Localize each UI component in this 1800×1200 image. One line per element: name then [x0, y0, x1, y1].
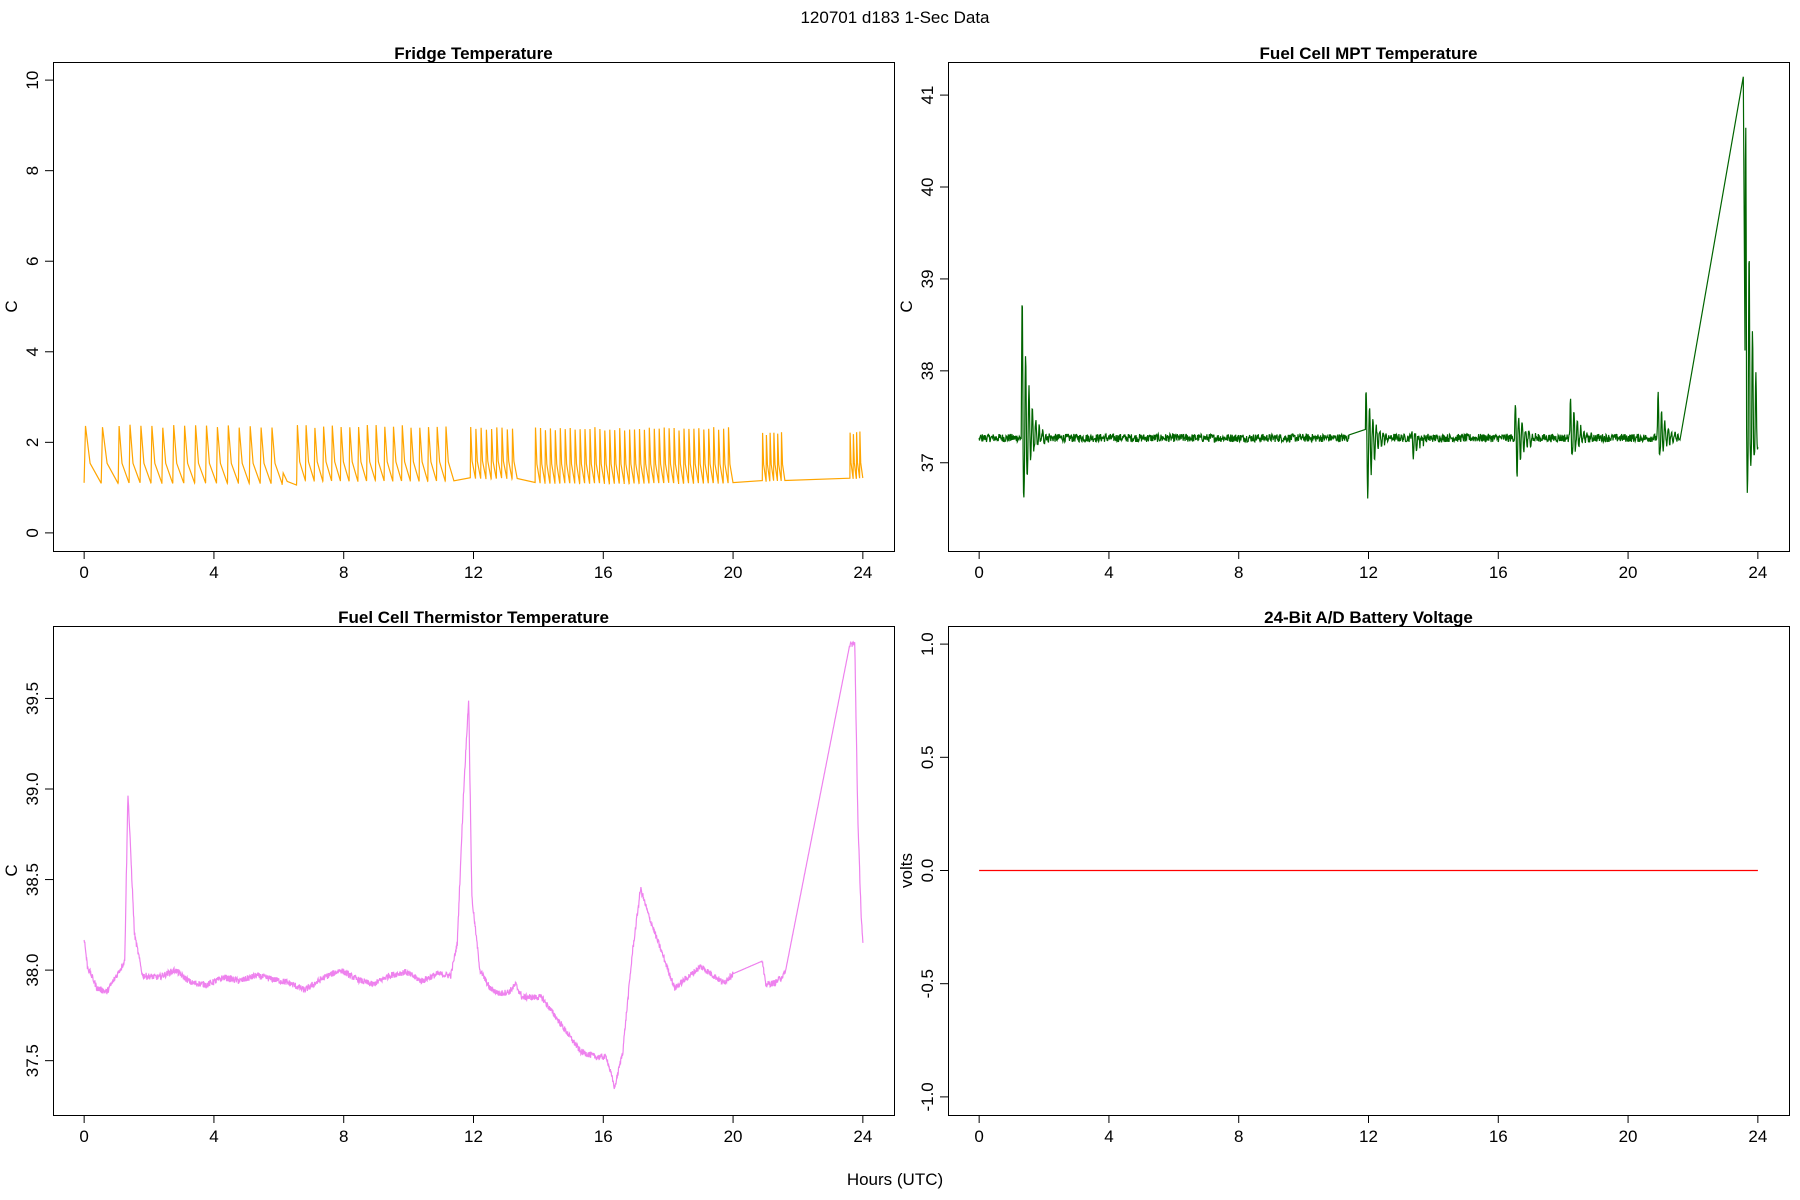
- y-tick-label: 2: [23, 438, 42, 447]
- y-tick-label: 41: [918, 86, 937, 105]
- plot-frame: [53, 62, 895, 552]
- x-tick-label: 0: [974, 1127, 983, 1146]
- x-tick-label: 8: [339, 1127, 348, 1146]
- y-tick-label: -1.0: [918, 1082, 937, 1111]
- plot-title: Fuel Cell MPT Temperature: [1260, 44, 1478, 63]
- plot-title: 24-Bit A/D Battery Voltage: [1264, 608, 1473, 627]
- x-tick-label: 12: [1359, 563, 1378, 582]
- x-tick-label: 16: [1489, 1127, 1508, 1146]
- plot-frame: [53, 626, 895, 1116]
- y-tick-label: 0.5: [918, 745, 937, 769]
- y-tick-label: 8: [23, 166, 42, 175]
- x-tick-label: 0: [79, 563, 88, 582]
- y-tick-label: 10: [23, 71, 42, 90]
- y-tick-label: 38.0: [23, 954, 42, 987]
- x-tick-label: 12: [1359, 1127, 1378, 1146]
- x-tick-label: 24: [853, 563, 872, 582]
- x-tick-label: 20: [724, 563, 743, 582]
- x-tick-label: 0: [79, 1127, 88, 1146]
- x-tick-label: 20: [1619, 563, 1638, 582]
- y-tick-label: 0.0: [918, 859, 937, 883]
- x-tick-label: 16: [594, 563, 613, 582]
- y-tick-label: 0: [23, 528, 42, 537]
- y-tick-label: 40: [918, 178, 937, 197]
- y-tick-label: 39: [918, 269, 937, 288]
- y-axis-label: volts: [897, 853, 916, 888]
- shared-x-axis-label: Hours (UTC): [847, 1170, 943, 1189]
- y-tick-label: 37.5: [23, 1044, 42, 1077]
- x-tick-label: 8: [1234, 563, 1243, 582]
- plot-fuel-cell-mpt: Fuel Cell MPT Temperature C 0 4 8 12 16 20 24 37 3…: [897, 44, 1790, 582]
- series-line: [83, 424, 864, 486]
- series-line: [83, 640, 864, 1090]
- x-tick-label: 4: [1104, 563, 1113, 582]
- x-tick-label: 24: [853, 1127, 872, 1146]
- y-tick-label: 39.5: [23, 682, 42, 715]
- x-tick-label: 16: [594, 1127, 613, 1146]
- x-tick-label: 16: [1489, 563, 1508, 582]
- x-tick-label: 24: [1748, 1127, 1767, 1146]
- x-tick-label: 12: [464, 563, 483, 582]
- x-tick-label: 20: [724, 1127, 743, 1146]
- y-tick-label: 6: [23, 256, 42, 265]
- x-tick-label: 4: [209, 1127, 218, 1146]
- plot-frame: [948, 62, 1790, 552]
- x-tick-label: 12: [464, 1127, 483, 1146]
- plot-frame: [948, 626, 1790, 1116]
- y-axis-label: C: [2, 864, 21, 876]
- x-tick-label: 20: [1619, 1127, 1638, 1146]
- y-tick-label: 4: [23, 347, 42, 356]
- y-tick-label: -0.5: [918, 969, 937, 998]
- y-tick-label: 37: [918, 453, 937, 472]
- y-tick-label: 39.0: [23, 772, 42, 805]
- x-tick-label: 8: [339, 563, 348, 582]
- x-tick-label: 0: [974, 563, 983, 582]
- figure-title: 120701 d183 1-Sec Data: [800, 8, 990, 27]
- y-tick-label: 38.5: [23, 863, 42, 896]
- y-tick-label: 38: [918, 361, 937, 380]
- plot-battery-voltage: 24-Bit A/D Battery Voltage volts 0 4 8 12 16 20…: [897, 608, 1790, 1146]
- x-tick-label: 8: [1234, 1127, 1243, 1146]
- plot-title: Fridge Temperature: [394, 44, 552, 63]
- x-tick-label: 4: [209, 563, 218, 582]
- x-tick-label: 4: [1104, 1127, 1113, 1146]
- y-tick-label: 1.0: [918, 632, 937, 656]
- series-line: [978, 76, 1759, 499]
- y-axis-label: C: [2, 300, 21, 312]
- plot-fuel-cell-thermistor: Fuel Cell Thermistor Temperature C 0 4 8 12 16…: [2, 608, 895, 1146]
- plot-title: Fuel Cell Thermistor Temperature: [338, 608, 609, 627]
- y-axis-label: C: [897, 300, 916, 312]
- x-tick-label: 24: [1748, 563, 1767, 582]
